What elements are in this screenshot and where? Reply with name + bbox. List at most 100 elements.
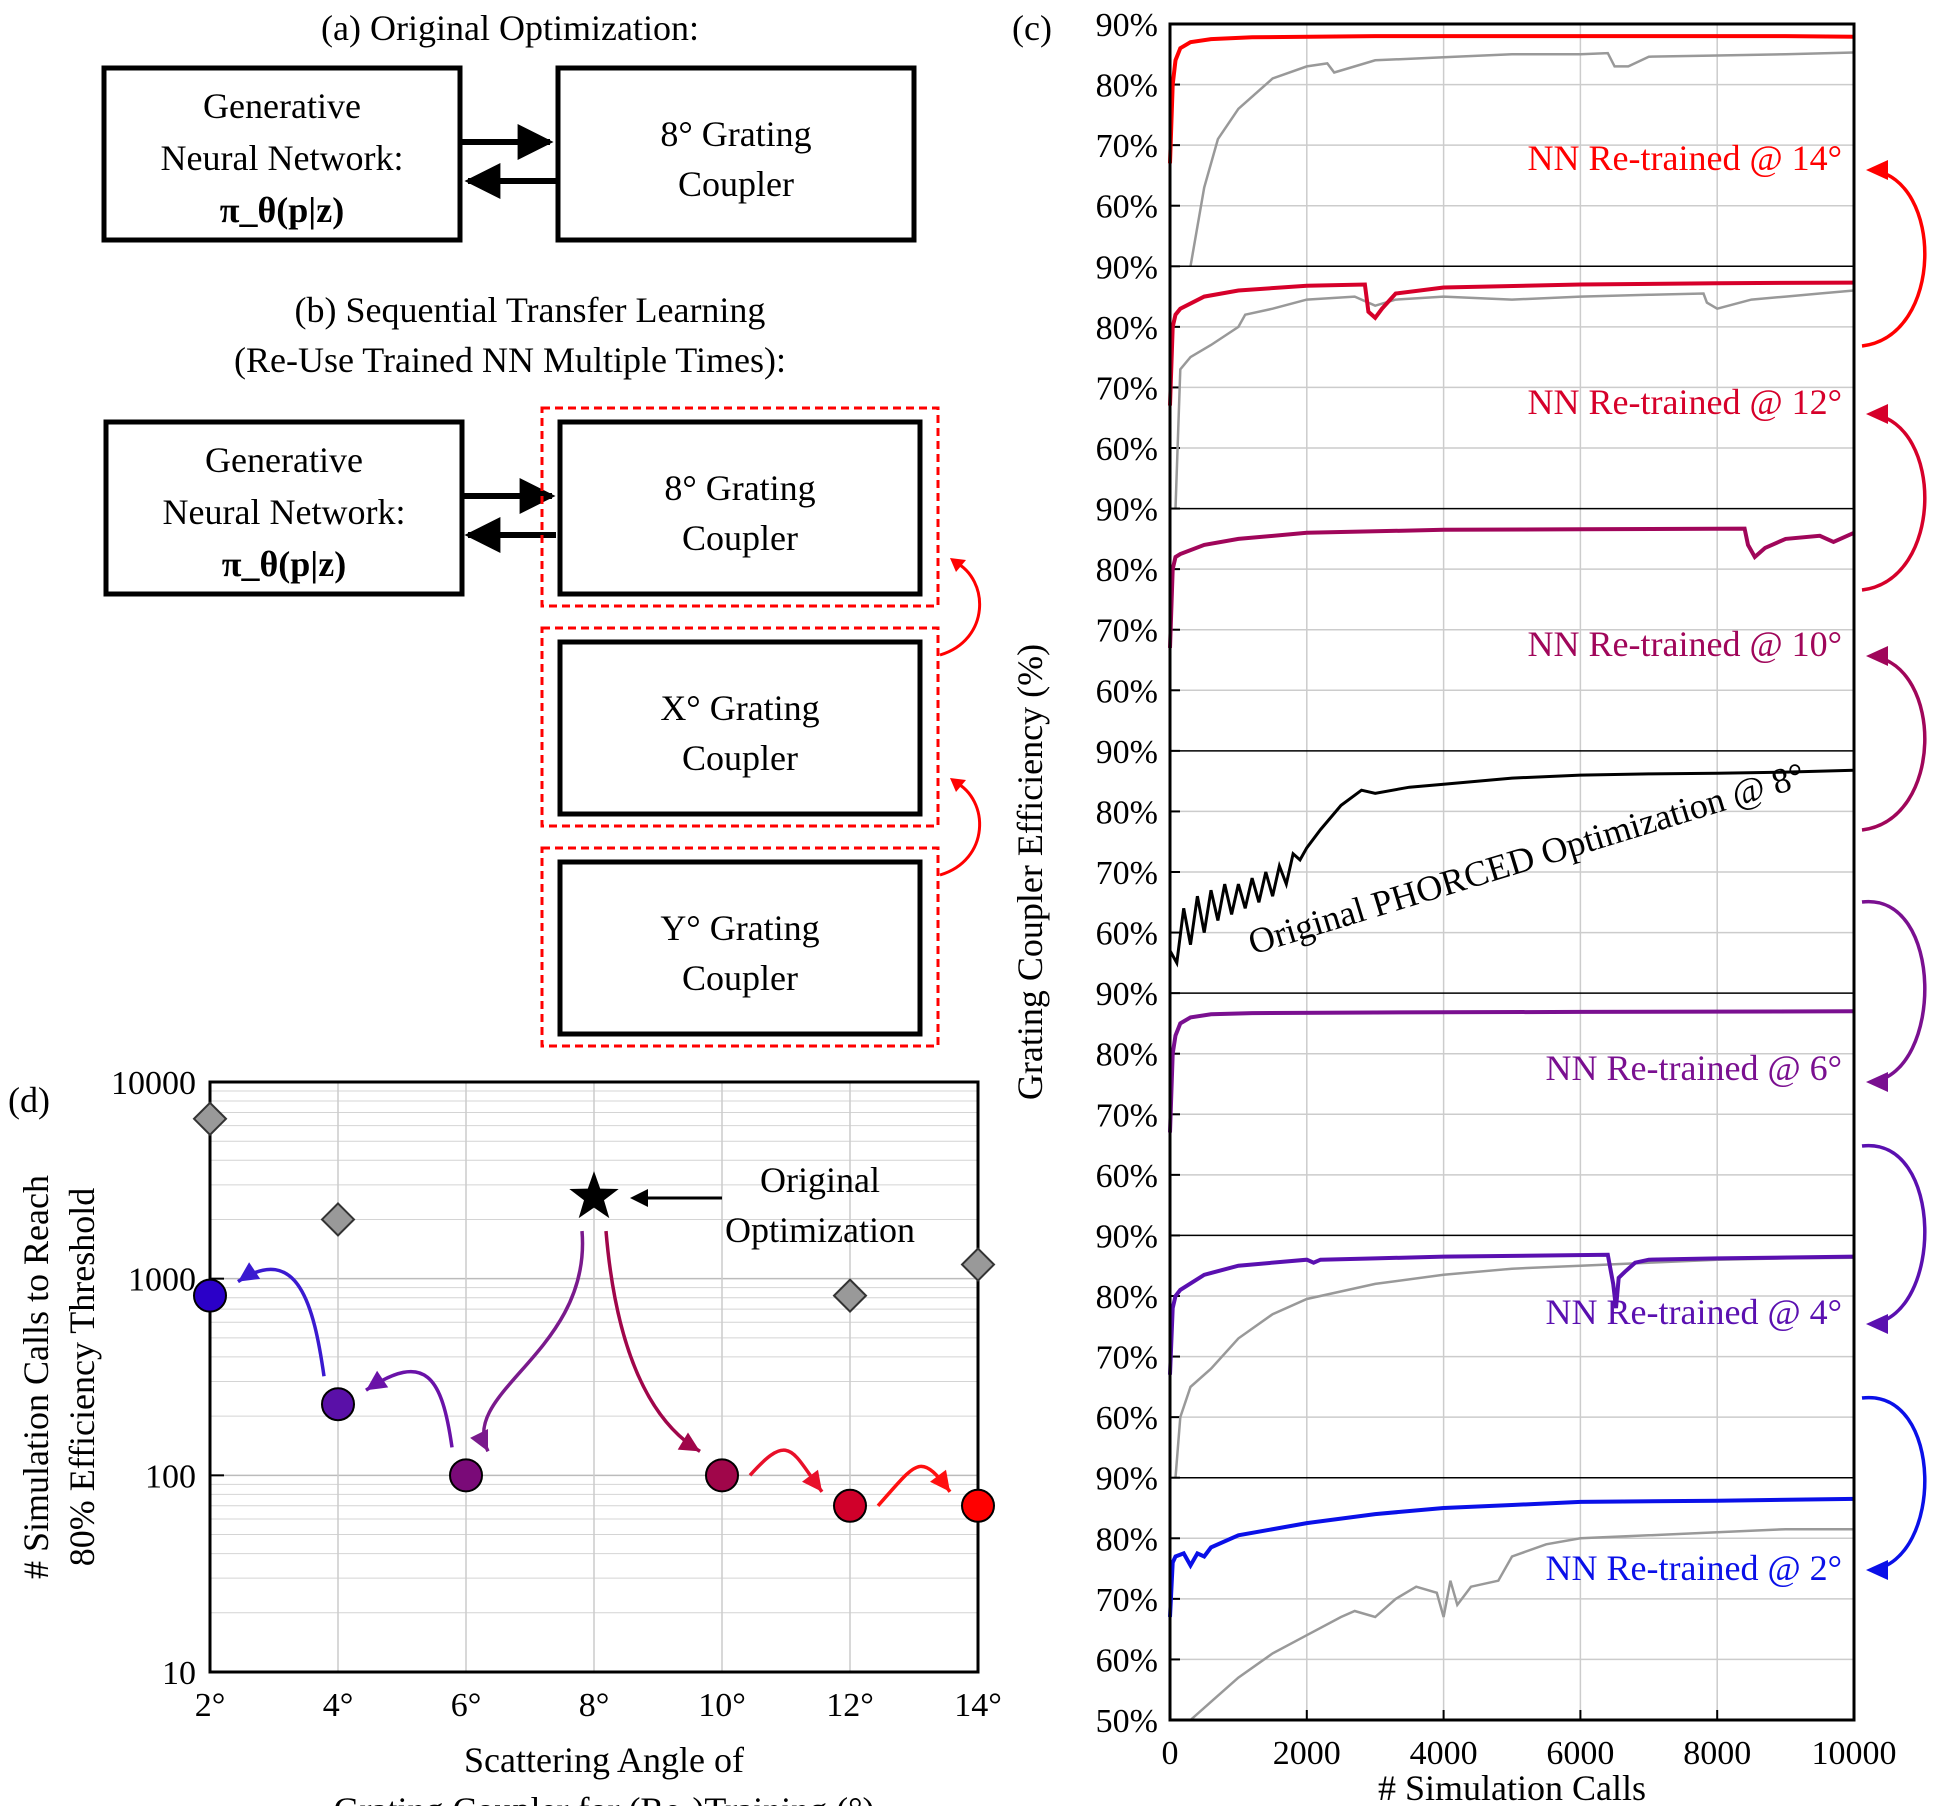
subplot-5: 90% 80% 70% 60% NN Re-trained @ 6° [1096,976,1855,1236]
series-label: NN Re-trained @ 12° [1528,382,1842,422]
series-line [1168,280,1855,406]
series-line [1168,768,1855,968]
transfer-arrow [237,1267,326,1377]
subplot-1: 90% 80% 70% 60% NN Re-trained @ 14° [1096,7,1855,267]
series-line [1168,34,1855,164]
gray-baseline-line [1189,51,1855,267]
y-tick-label: 70% [1096,370,1158,407]
y-tick-label: 90% [1096,249,1158,286]
subplot-2: 90% 80% 70% 60% NN Re-trained @ 12° [1096,249,1855,509]
y-tick-label: 70% [1096,128,1158,165]
diamond-point [320,1202,356,1237]
panel-c-label: (c) [1012,8,1052,48]
panel-b-curved-arrow-2 [939,780,982,877]
panel-a-nn-line1: Generative [203,86,361,126]
transfer-arrow [365,1370,454,1448]
plot-frame [208,1080,980,1674]
x-tick-label: 14° [954,1687,1002,1724]
y-tick-label: 90% [1096,7,1158,44]
y-tick-label: 70% [1096,1340,1158,1377]
panel-a-nn-formula: π_θ(p|z) [220,190,344,230]
transfer-arrowhead [677,1432,700,1452]
y-tick-label: 50% [1096,1703,1158,1740]
circle-point [193,1278,227,1313]
y-tick-label: 90% [1096,976,1158,1013]
transfer-arrow [1861,654,1927,832]
y-tick-label: 80% [1096,552,1158,589]
transfer-arrow [1861,1144,1927,1326]
circle-point [833,1488,867,1523]
y-tick-label: 60% [1096,673,1158,710]
panel-b-title-line1: (b) Sequential Transfer Learning [295,290,766,330]
circle-point [961,1488,995,1523]
panel-b-arrowhead-2 [950,778,966,792]
x-tick-label: 12° [826,1687,874,1724]
y-tick-label: 80% [1096,68,1158,105]
transfer-arrowhead [238,1262,261,1282]
subplot-6: 90% 80% 70% 60% NN Re-trained @ 4° [1096,1218,1855,1478]
circle-point [321,1387,355,1422]
transfer-arrowhead [366,1370,389,1391]
x-axis-label: Grating Coupler for (Re-)Training (°) [334,1790,875,1806]
x-tick-label: 6000 [1546,1735,1614,1772]
chart-d: 10 100 1000 10000 2° 4° 6° 8° 10° 12° 14° Scatterin… [16,1065,1002,1806]
y-axis-label: Grating Coupler Efficiency (%) [1010,644,1050,1100]
panel-b-target-2-line2: Coupler [682,738,798,778]
transfer-arrowhead [1866,646,1888,666]
panel-b-target-2: X° Grating Coupler [540,626,940,828]
y-tick-label: 80% [1096,310,1158,347]
panel-b-target-3: Y° Grating Coupler [540,846,940,1048]
series-label: NN Re-trained @ 10° [1528,624,1842,664]
transfer-arrow [604,1230,701,1453]
panel-b-target-2-dashed [540,626,940,828]
star-point [569,1171,619,1219]
panel-b-curved-arrow-1 [939,560,982,657]
x-axis-label: # Simulation Calls [1378,1768,1646,1806]
subplot-4: 90% 80% 70% 60% Original PHORCED Optimizatio… [1096,734,1855,994]
y-tick-label: 60% [1096,1642,1158,1679]
y-tick-label: 60% [1096,431,1158,468]
subplot-7: 90% 80% 70% 60% 50% NN Re-trained @ 2° [1096,1461,1855,1740]
transfer-arrowhead [802,1469,822,1492]
transfer-arrows [1861,160,1927,1580]
circle-point [705,1458,739,1493]
y-tick-label: 60% [1096,916,1158,953]
series-line [1168,1252,1855,1375]
chart-c: 90% 80% 70% 60% NN Re-trained @ 14° 90% 80% 70%… [1010,7,1927,1806]
panel-b-target-1-line2: Coupler [682,518,798,558]
diamond-point [192,1101,228,1137]
y-tick-label: 60% [1096,189,1158,226]
x-tick-label: 6° [451,1687,482,1724]
transfer-arrow [481,1230,585,1453]
series-label: NN Re-trained @ 4° [1546,1292,1842,1332]
transfer-arrow [1861,168,1927,348]
panel-b-target-1-line1: 8° Grating [664,468,815,508]
annotation-text: Optimization [725,1210,915,1250]
panel-b-target-3-line2: Coupler [682,958,798,998]
plot-frame [1168,22,1856,1722]
transfer-arrowhead [1866,1560,1888,1580]
transfer-arrowhead [1866,404,1888,424]
transfer-arrowhead [930,1469,950,1492]
panel-a-nn-line2: Neural Network: [161,138,404,178]
transfer-arrow [1861,900,1927,1084]
x-tick-label: 10° [698,1687,746,1724]
panel-a-nn-box [101,65,463,243]
panel-d-label: (d) [8,1080,50,1120]
y-tick-label: 80% [1096,1521,1158,1558]
transfer-arrowhead [1866,1314,1888,1334]
x-tick-label: 4000 [1410,1735,1478,1772]
gray-baseline-line [1174,289,1855,509]
y-tick-label: 90% [1096,492,1158,529]
panel-a-target-box [555,65,917,243]
transfer-arrowhead [1866,1072,1888,1092]
y-tick-label: 80% [1096,794,1158,831]
y-tick-label: 10000 [111,1065,196,1102]
x-tick-label: 4° [323,1687,354,1724]
panel-a-target-line1: 8° Grating [660,114,811,154]
x-tick-label: 10000 [1812,1735,1897,1772]
series-label: NN Re-trained @ 14° [1528,138,1842,178]
x-tick-label: 8000 [1683,1735,1751,1772]
y-tick-label: 90% [1096,1218,1158,1255]
